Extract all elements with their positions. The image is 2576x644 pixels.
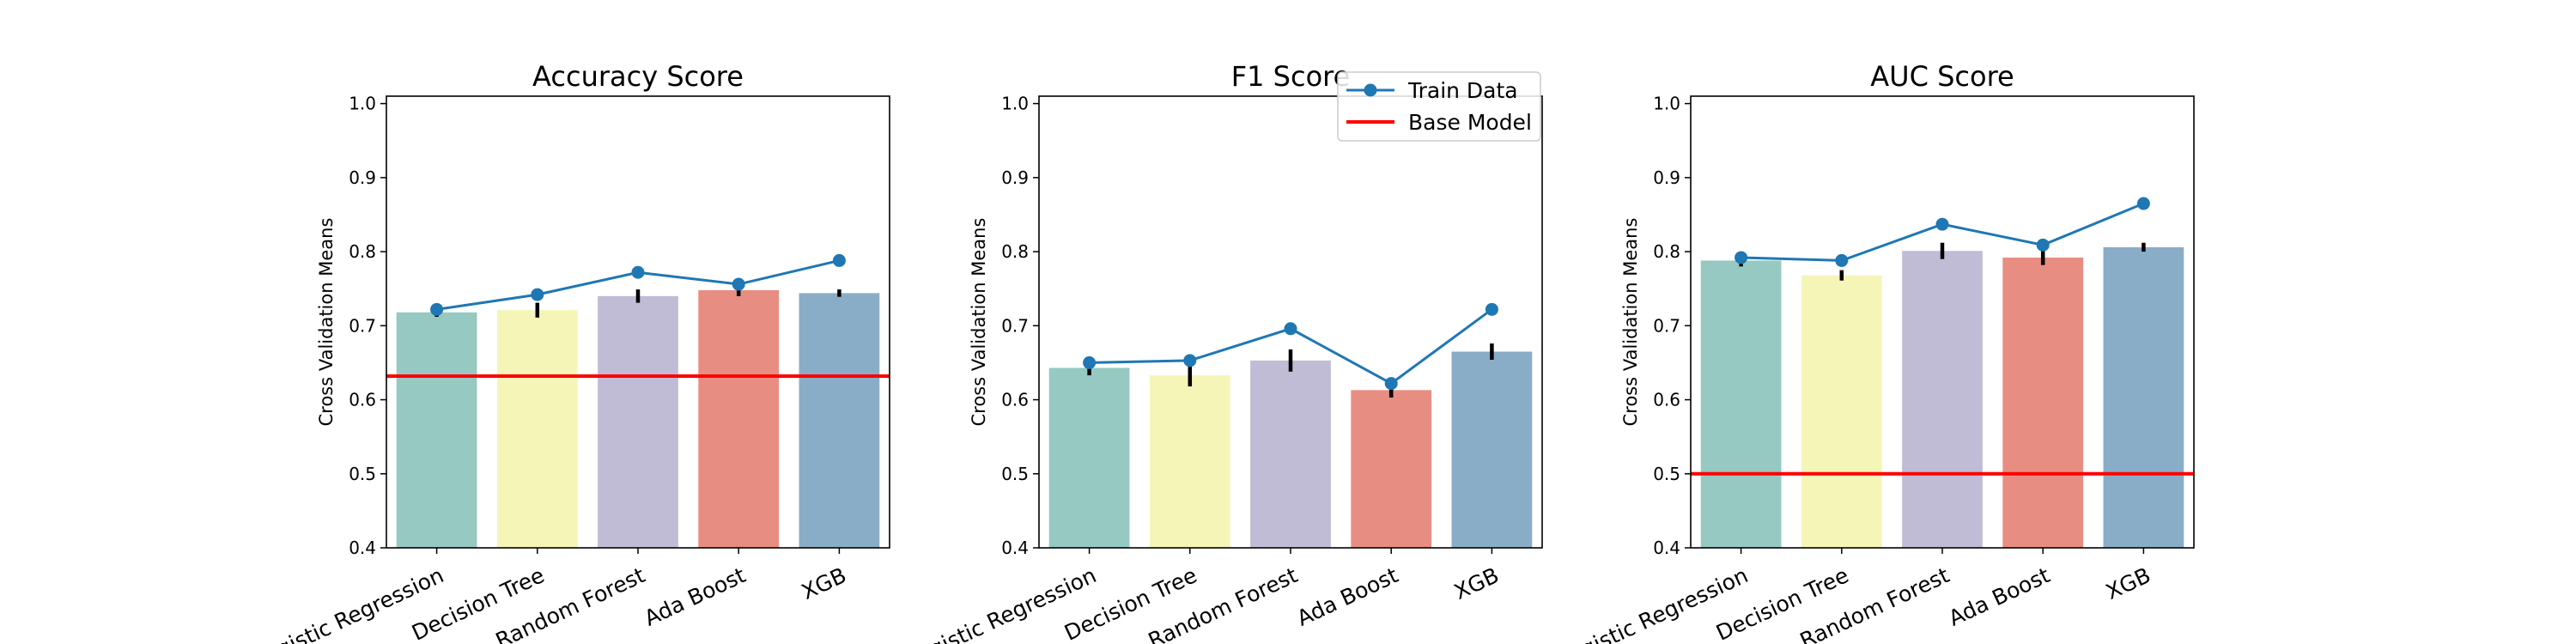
train-data-point: [430, 302, 444, 316]
y-tick-label: 0.7: [1001, 315, 1029, 336]
y-tick-label: 0.6: [349, 390, 376, 410]
y-tick-label: 1.0: [1001, 94, 1029, 114]
train-data-point: [1083, 355, 1097, 369]
y-tick-label: 1.0: [349, 94, 376, 114]
bar-random-forest: [1250, 360, 1331, 548]
bar-ada-boost: [698, 289, 780, 548]
train-data-point: [1183, 354, 1197, 368]
legend-base-label: Base Model: [1408, 110, 1532, 135]
y-tick-label: 0.4: [1653, 538, 1680, 558]
train-data-point: [1485, 302, 1498, 316]
bar-xgb: [1451, 351, 1533, 548]
x-tick-label: XGB: [1450, 562, 1503, 605]
chart-title: Accuracy Score: [532, 60, 744, 93]
y-tick-label: 0.7: [349, 315, 376, 336]
y-tick-label: 0.5: [349, 464, 376, 484]
train-data-point: [2136, 197, 2150, 210]
y-tick-label: 0.6: [1653, 390, 1680, 410]
train-data-point: [1735, 251, 1748, 264]
bar-decision-tree: [496, 310, 578, 548]
bar-decision-tree: [1149, 375, 1230, 548]
y-tick-label: 0.4: [1001, 538, 1029, 558]
y-tick-label: 0.9: [1001, 167, 1029, 188]
bar-logistic-regression: [396, 312, 477, 548]
x-tick-label: XGB: [798, 562, 850, 605]
chart-title: AUC Score: [1870, 60, 2014, 93]
legend-train-marker: [1364, 83, 1377, 97]
y-tick-label: 0.7: [1653, 315, 1680, 336]
y-tick-label: 0.8: [349, 241, 376, 262]
train-data-point: [832, 253, 846, 267]
train-data-point: [531, 288, 544, 301]
train-data-point: [1935, 217, 1949, 231]
bar-random-forest: [598, 295, 678, 548]
x-tick-label: Ada Boost: [641, 562, 750, 631]
bar-logistic-regression: [1048, 368, 1130, 548]
bar-decision-tree: [1801, 275, 1882, 548]
y-tick-label: 1.0: [1653, 94, 1680, 114]
chart-panel-2: F1 Score Cross Validation Means 0.4 0.5 0.6 0…: [903, 60, 1543, 644]
train-data-point: [631, 265, 645, 279]
train-data-point: [1384, 377, 1398, 391]
train-data-point: [1284, 322, 1297, 336]
y-axis-label: Cross Validation Means: [1620, 218, 1641, 427]
x-tick-label: Ada Boost: [1945, 562, 2054, 631]
y-tick-label: 0.6: [1001, 390, 1029, 410]
y-tick-label: 0.9: [1653, 167, 1680, 188]
y-tick-label: 0.8: [1653, 241, 1680, 262]
bar-ada-boost: [2002, 257, 2084, 548]
chart-panels: Accuracy Score Cross Validation Means 0.4 0…: [251, 60, 2195, 644]
bar-random-forest: [1902, 251, 1983, 548]
chart-title: F1 Score: [1231, 60, 1351, 93]
x-tick-label: Ada Boost: [1293, 562, 1402, 631]
train-data-point: [732, 277, 745, 291]
y-axis-label: Cross Validation Means: [316, 218, 337, 427]
chart-panel-1: Accuracy Score Cross Validation Means 0.4 0…: [251, 60, 890, 644]
bar-ada-boost: [1351, 390, 1432, 548]
legend-train-label: Train Data: [1407, 78, 1518, 103]
y-tick-label: 0.5: [1001, 464, 1029, 484]
y-tick-label: 0.9: [349, 167, 376, 188]
train-data-point: [2036, 238, 2050, 252]
bar-logistic-regression: [1700, 260, 1782, 548]
bar-xgb: [799, 293, 880, 548]
chart-legend: Train Data Base Model: [1337, 71, 1541, 142]
train-data-point: [1835, 253, 1849, 267]
y-axis-label: Cross Validation Means: [969, 218, 989, 427]
y-tick-label: 0.4: [349, 538, 376, 558]
x-tick-label: XGB: [2102, 562, 2154, 605]
y-tick-label: 0.5: [1653, 464, 1680, 484]
bar-xgb: [2103, 246, 2184, 548]
chart-panel-3: AUC Score Cross Validation Means 0.4 0.5 0.6…: [1555, 60, 2195, 644]
y-tick-label: 0.8: [1001, 241, 1029, 262]
